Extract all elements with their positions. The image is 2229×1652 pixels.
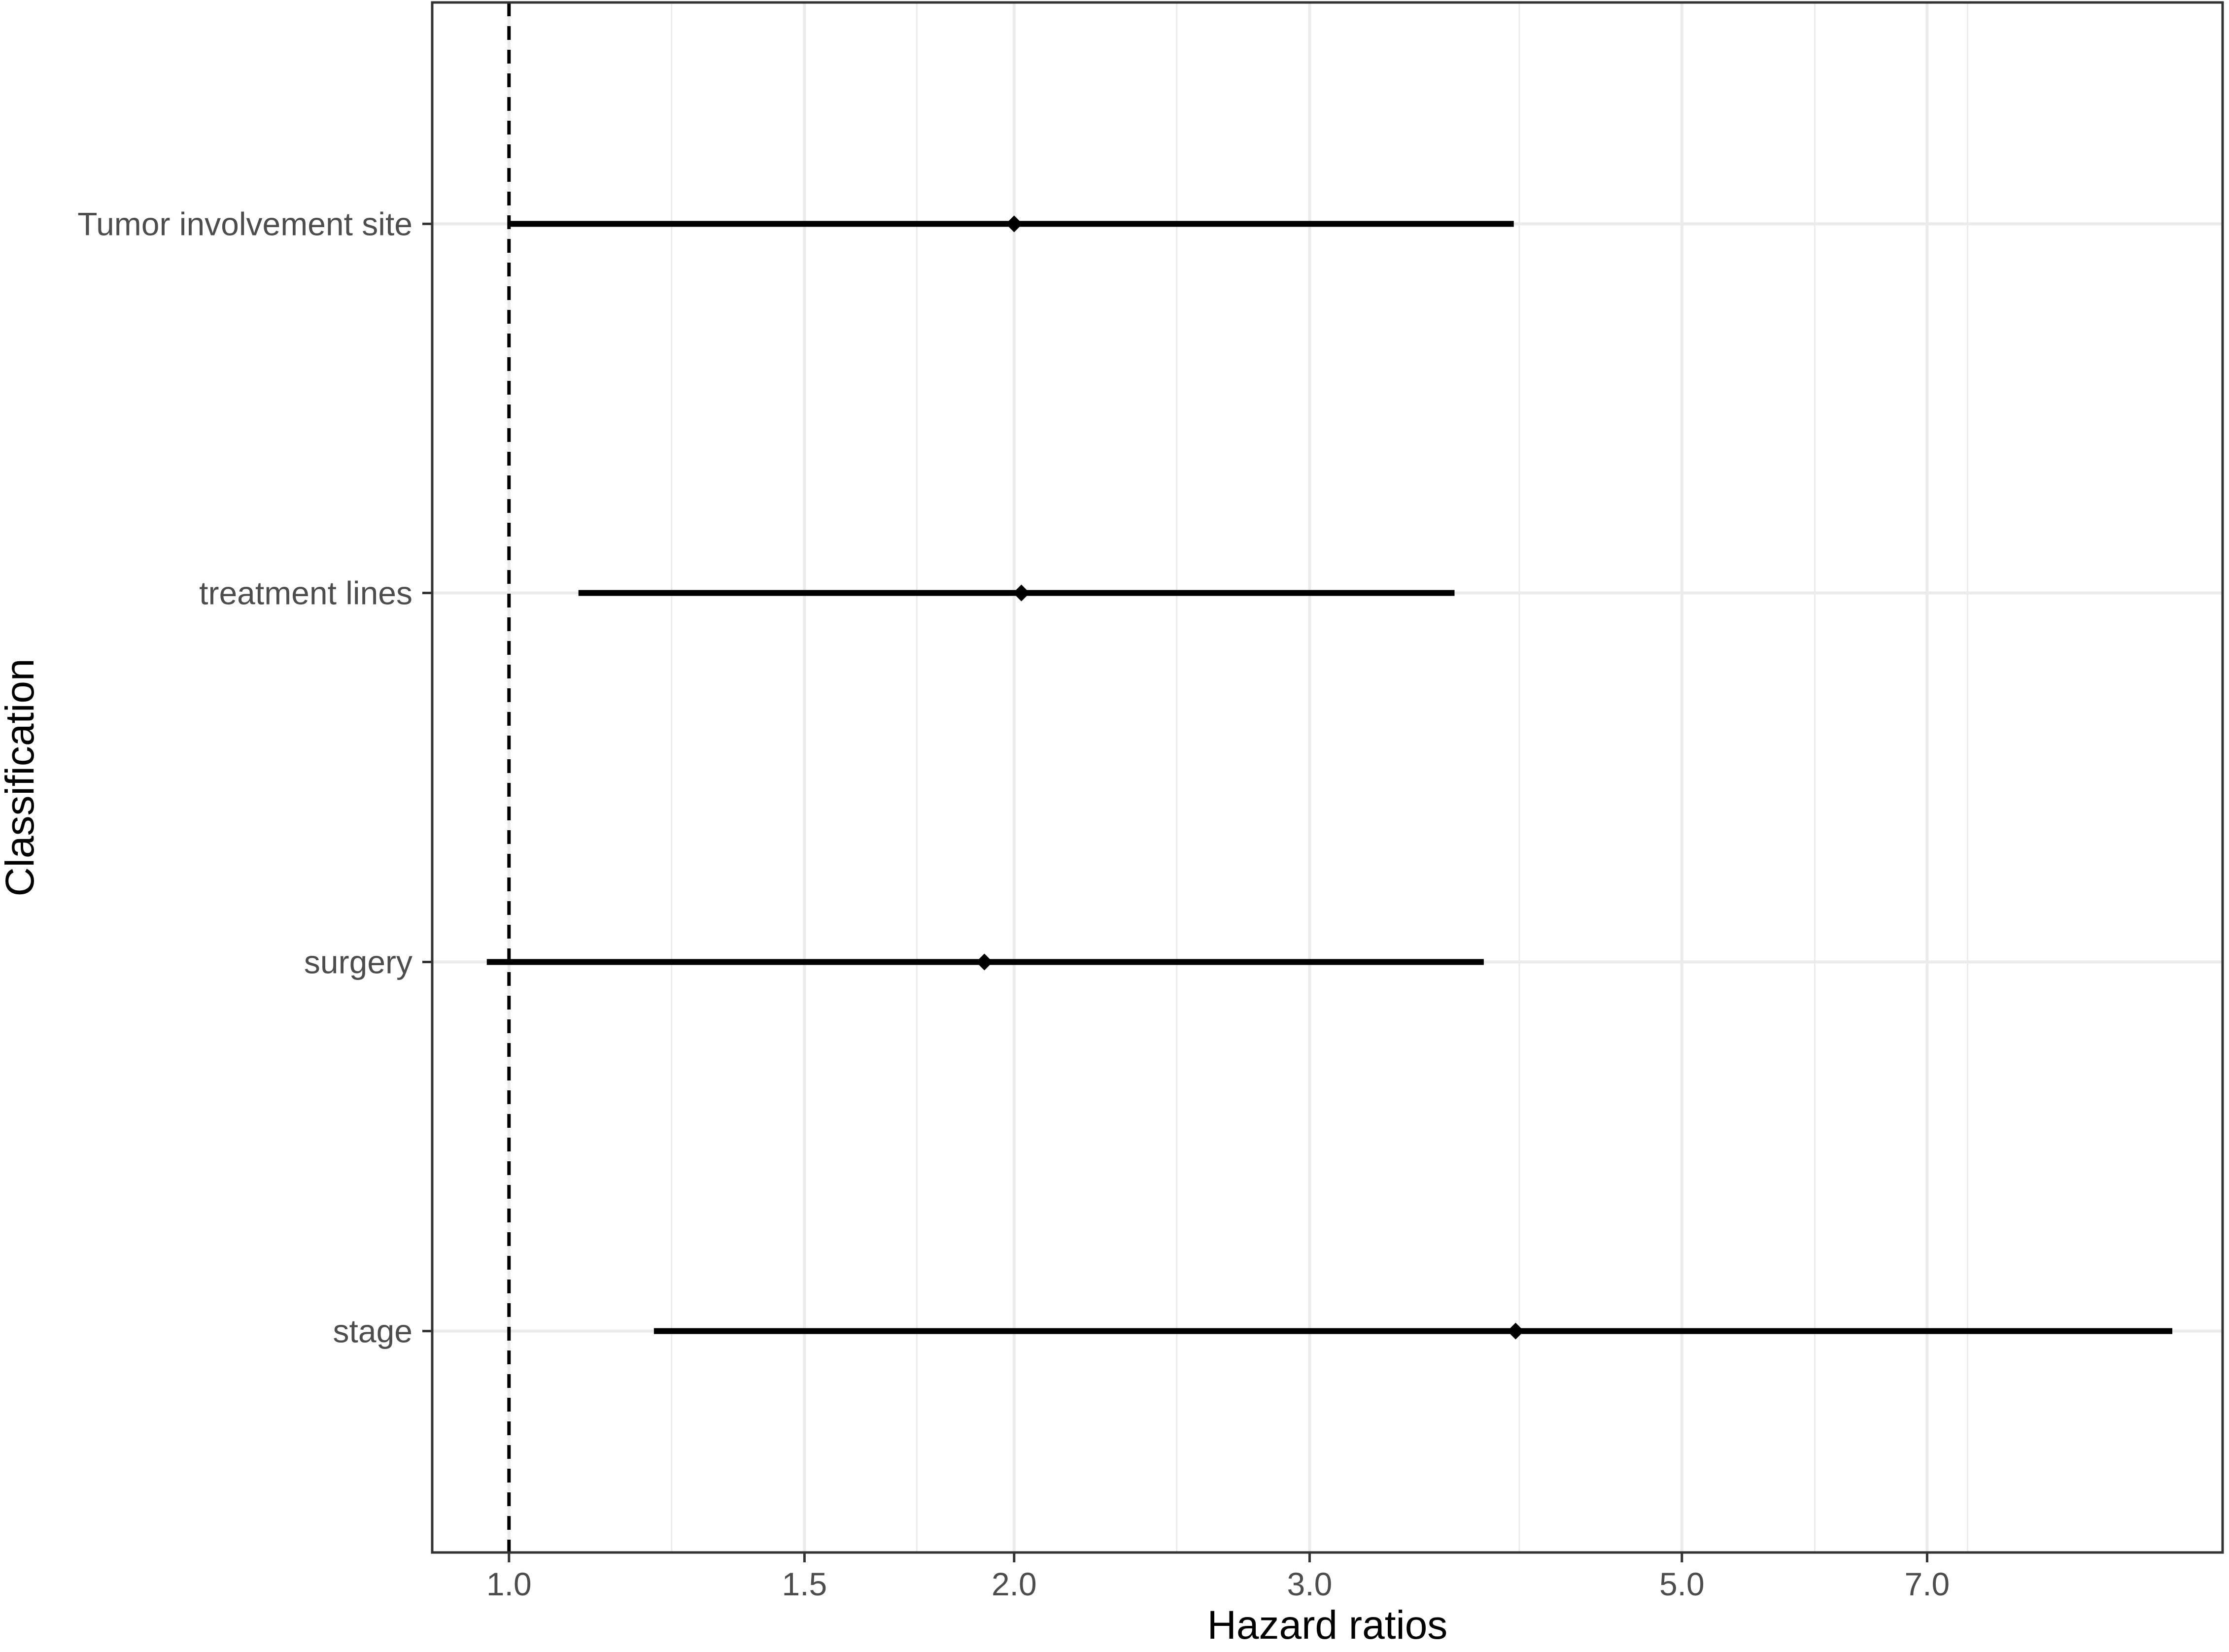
hr-point [976, 953, 993, 971]
hazard-ratio-points [976, 215, 1524, 1340]
y-tick-label: surgery [304, 944, 412, 980]
hr-point [1507, 1322, 1524, 1340]
x-tick-label: 7.0 [1905, 1566, 1950, 1602]
x-tick-label: 2.0 [992, 1566, 1037, 1602]
axes: 1.0 1.5 2.0 3.0 5.0 7.0 Tumor involvement site… [77, 205, 1950, 1602]
x-axis-title: Hazard ratios [1207, 1603, 1448, 1648]
panel-border [431, 1, 2224, 1554]
y-axis-title: Classification [0, 658, 42, 896]
y-tick-label: treatment lines [199, 574, 412, 611]
x-tick-label: 1.0 [486, 1566, 532, 1602]
hr-point [1013, 584, 1030, 602]
x-tick-label: 3.0 [1287, 1566, 1333, 1602]
y-tick-label: Tumor involvement site [77, 205, 412, 242]
x-tick-label: 5.0 [1659, 1566, 1705, 1602]
y-tick-label: stage [333, 1313, 412, 1349]
hr-point [1005, 215, 1023, 233]
x-tick-label: 1.5 [782, 1566, 827, 1602]
